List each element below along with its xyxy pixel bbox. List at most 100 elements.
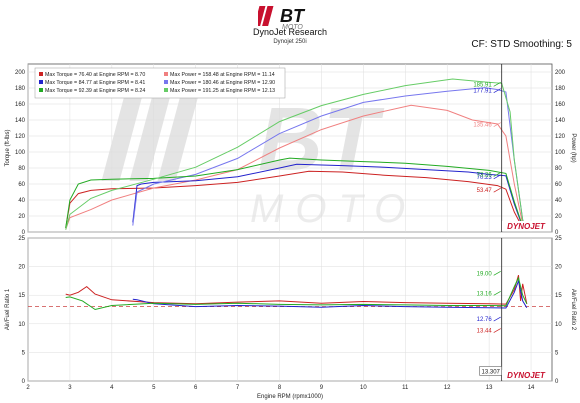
y2-axis-label: Power (hp) [570,133,576,162]
y-tick-label: 100 [15,150,26,156]
annotation-leader [493,328,501,333]
y-tick-label: 40 [18,198,25,204]
svg-text:BT: BT [280,6,306,26]
series-line-torque-4 [65,157,528,231]
annotation-leader [493,316,501,322]
bt-moto-logo: BT MOTO [258,6,306,30]
chart-title: DynoJet Research [252,27,328,37]
annotation-label: 19.00 [477,271,493,277]
annotation-label: 135.46 [473,123,492,129]
annotation-leader [493,88,501,93]
y2-tick-label: 60 [555,182,562,188]
y2-tick-label: 20 [555,214,562,220]
x-tick-label: 4 [110,385,114,391]
series-line-torque-2 [132,163,528,231]
correction-factor-label: CF: STD Smoothing: 5 [471,39,572,50]
x-tick-label: 9 [320,385,324,391]
legend-swatch [39,80,43,84]
x-tick-label: 7 [236,385,240,391]
series-line-afr-1 [132,279,528,309]
legend-box [34,67,286,99]
watermark-stripe [157,95,199,181]
annotation-label: 12.76 [477,317,493,323]
legend-entry: Max Power = 180.46 at Engine RPM = 12.90 [170,80,275,86]
y-tick-label: 180 [15,86,26,92]
y-tick-label: 20 [18,214,25,220]
y2-tick-label: 20 [555,265,562,271]
legend-entry: Max Power = 191.25 at Engine RPM = 12.13 [170,88,275,94]
annotation-label: 53.47 [477,188,493,194]
annotation-leader [493,172,501,177]
annotation-label: 70.23 [477,175,493,181]
series-line-power-5 [65,78,528,230]
y2-tick-label: 10 [555,322,562,328]
x-tick-label: 6 [194,385,198,391]
y2-tick-label: 200 [555,70,566,76]
cursor-readout: 13.307 [482,369,501,375]
series-line-afr-2 [65,276,528,311]
annotation-label: 13.16 [477,291,493,297]
legend-entry: Max Torque = 76.40 at Engine RPM = 8.70 [45,72,145,78]
annotation-leader [493,122,501,127]
x-tick-label: 14 [528,385,535,391]
y-tick-label: 0 [22,379,26,385]
y-tick-label: 200 [15,70,26,76]
plot-frame [27,237,553,382]
x-tick-label: 12 [444,385,451,391]
y-tick-label: 5 [22,350,26,356]
y-tick-label: 10 [18,322,25,328]
annotation-label: 73.26 [477,172,493,178]
x-tick-label: 10 [360,385,367,391]
y2-tick-label: 80 [555,166,562,172]
annotation-label: 177.91 [473,89,492,95]
annotation-label: 185.91 [473,82,492,88]
svg-text:MOTO: MOTO [282,24,303,30]
legend-swatch [39,88,43,92]
dynojet-badge-bg [502,370,550,380]
y2-tick-label: 25 [555,236,562,242]
series-line-power-1 [65,104,528,231]
y2-tick-label: 100 [555,150,566,156]
dynojet-badge: DYNOJET [507,222,546,231]
annotation-leader [493,271,501,276]
y2-tick-label: 140 [555,118,566,124]
dynojet-badge: DYNOJET [507,371,546,380]
y-tick-label: 0 [22,230,26,236]
annotation-label: 13.44 [477,329,493,335]
y-tick-label: 20 [18,265,25,271]
chart-subtitle: Dynojet 250i [273,39,307,45]
y-axis-label: Air/Fuel Ratio 1 [5,288,11,330]
y-axis-label: Torque (ft-lbs) [5,129,11,166]
y-tick-label: 25 [18,236,25,242]
y2-tick-label: 40 [555,198,562,204]
legend-entry: Max Torque = 84.77 at Engine RPM = 8.41 [45,80,145,86]
x-axis-label: Engine RPM (rpmx1000) [257,394,323,400]
y-tick-label: 160 [15,102,26,108]
x-tick-label: 11 [402,385,409,391]
series-line-torque-0 [65,170,528,231]
x-tick-label: 2 [26,385,30,391]
annotation-leader [493,174,501,180]
y-tick-label: 60 [18,182,25,188]
y2-axis-label: Air/Fuel Ratio 2 [570,289,576,331]
legend-entry: Max Power = 158.48 at Engine RPM = 11.14 [170,72,275,78]
legend-swatch [164,72,168,76]
legend-entry: Max Torque = 92.39 at Engine RPM = 8.24 [45,88,145,94]
x-tick-label: 5 [152,385,156,391]
y2-tick-label: 180 [555,86,566,92]
annotation-leader [493,187,501,193]
x-tick-label: 8 [278,385,282,391]
legend-swatch [164,88,168,92]
series-line-power-3 [132,87,528,230]
annotation-leader [493,291,501,296]
dynojet-badge-bg [502,221,550,231]
cursor-readout-box [479,366,502,376]
y-tick-label: 140 [15,118,26,124]
annotation-leader [493,81,501,87]
y-tick-label: 120 [15,134,26,140]
watermark-stripe [129,95,171,181]
x-tick-label: 13 [486,385,493,391]
watermark-sub: MOTO [250,187,417,231]
y2-tick-label: 15 [555,293,562,299]
